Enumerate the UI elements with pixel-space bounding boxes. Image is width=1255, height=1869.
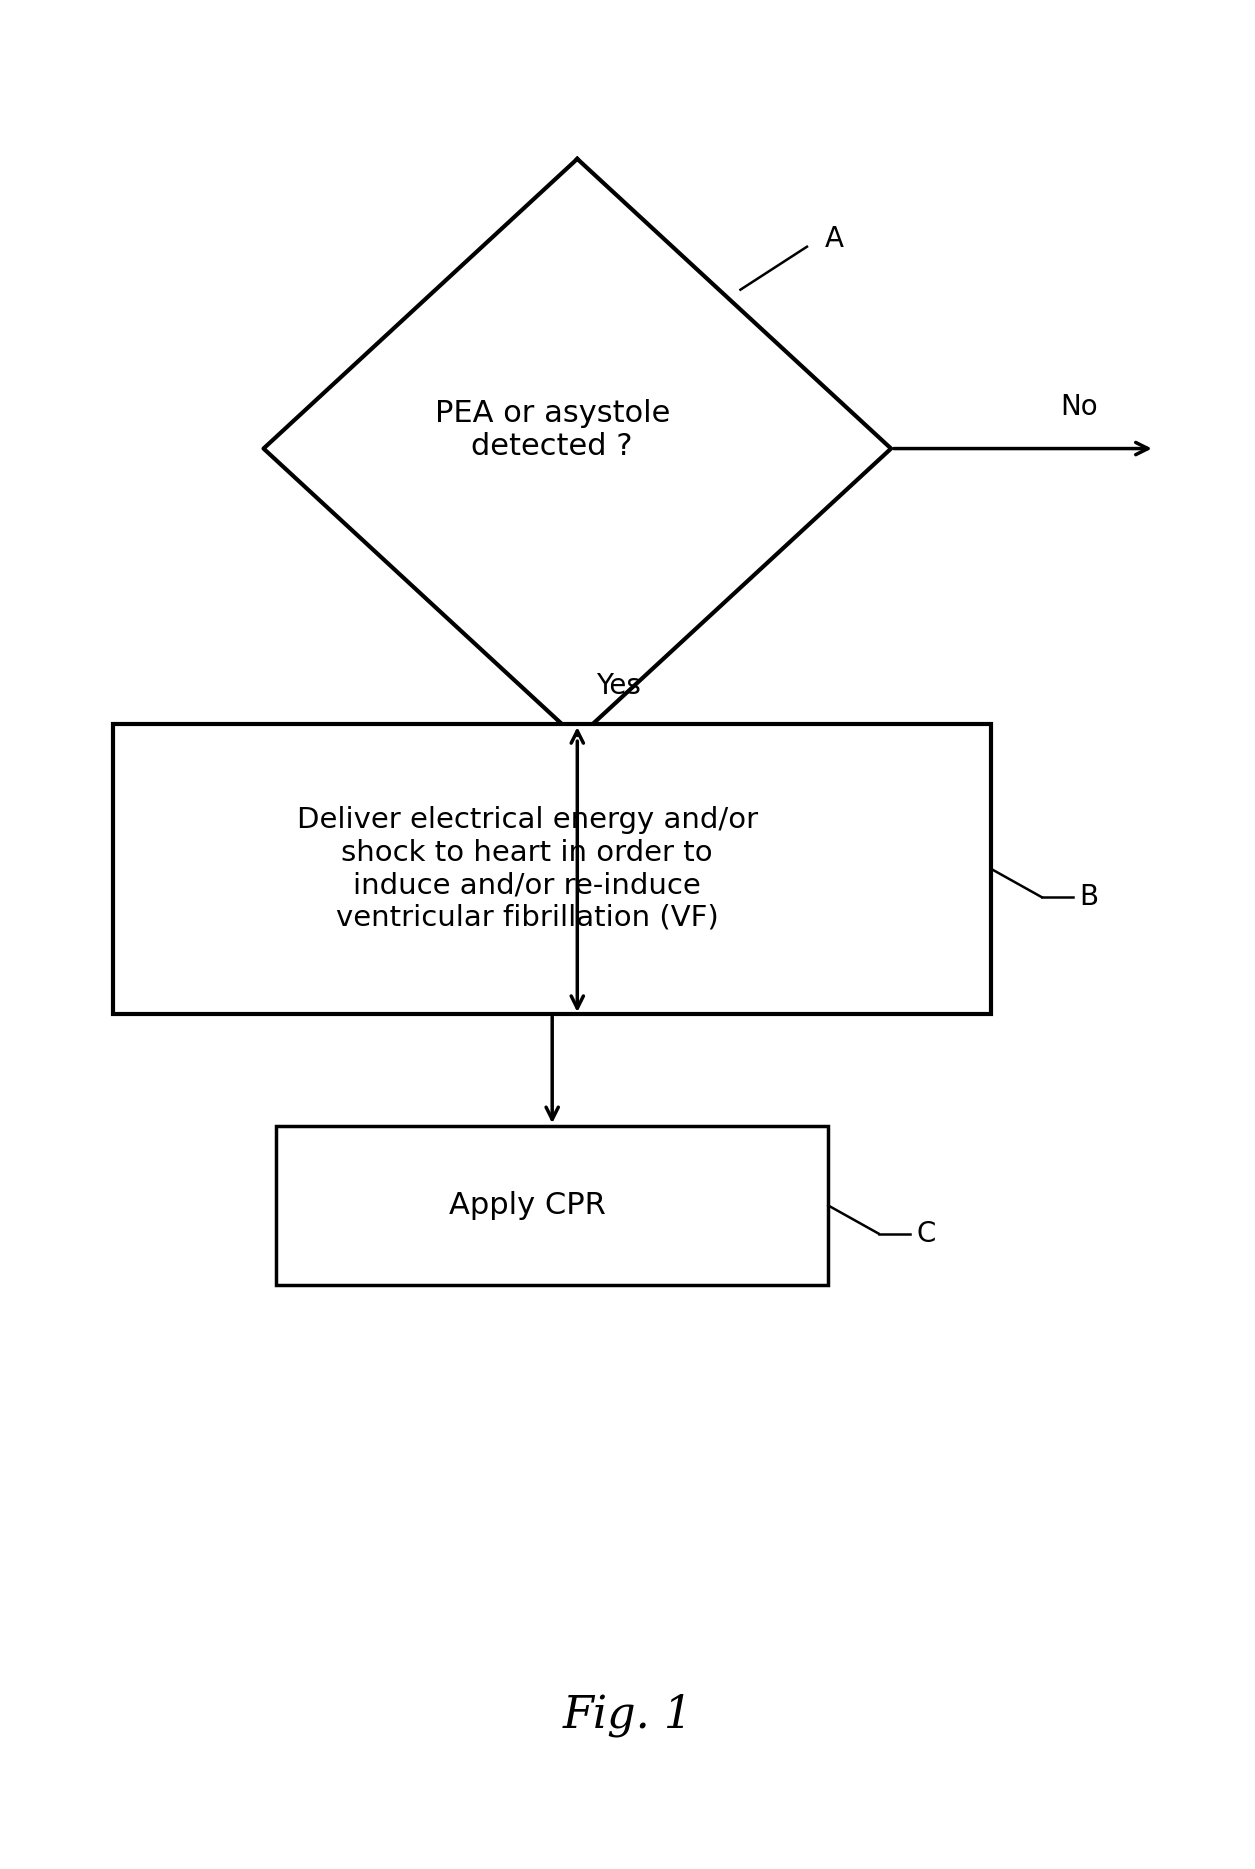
FancyBboxPatch shape [276, 1125, 828, 1286]
Text: A: A [825, 226, 845, 252]
Polygon shape [264, 159, 891, 738]
FancyBboxPatch shape [113, 723, 991, 1013]
Text: C: C [916, 1220, 935, 1247]
Text: No: No [1060, 392, 1098, 421]
Text: Deliver electrical energy and/or
shock to heart in order to
induce and/or re-ind: Deliver electrical energy and/or shock t… [296, 807, 758, 931]
Text: Apply CPR: Apply CPR [449, 1191, 606, 1220]
Text: B: B [1079, 884, 1098, 910]
Text: Fig. 1: Fig. 1 [562, 1693, 693, 1738]
Text: Yes: Yes [596, 673, 641, 699]
Text: PEA or asystole
detected ?: PEA or asystole detected ? [434, 398, 670, 462]
